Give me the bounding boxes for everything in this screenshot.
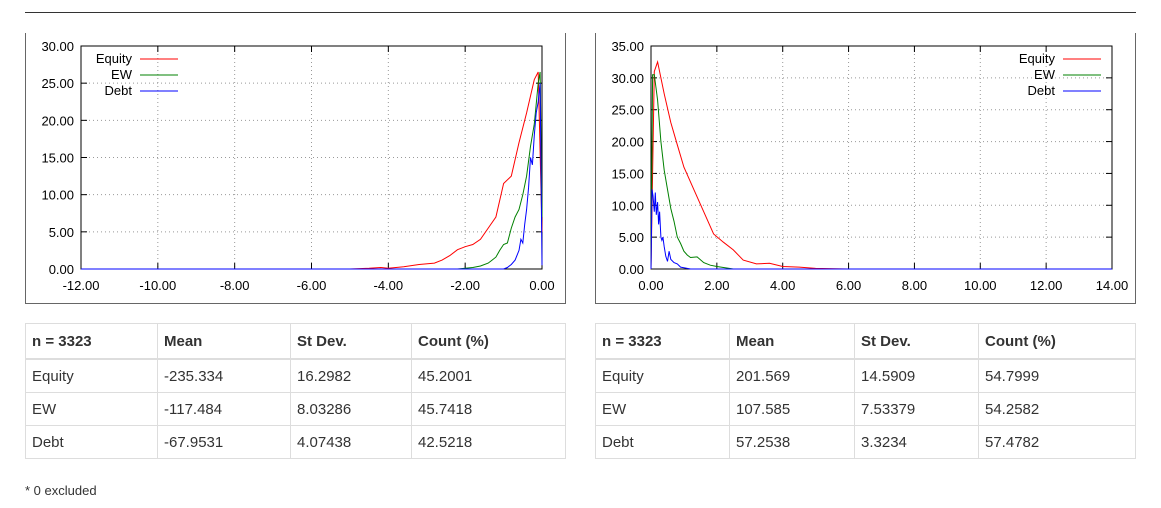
header-stdev: St Dev. [290, 323, 412, 360]
series-line-ew [650, 74, 1112, 270]
y-tick-label: 25.00 [41, 76, 74, 91]
x-tick-label: 8.00 [902, 278, 927, 293]
x-tick-label: -12.00 [63, 278, 100, 293]
y-tick-label: 20.00 [41, 113, 74, 128]
chart-negative-svg: -12.00 -10.00 -8.00 -6.00 -4.00 -2.00 0.00 0.00… [25, 33, 566, 304]
header-count: Count (%) [411, 323, 566, 360]
row-label: EW [25, 392, 158, 426]
row-count: 54.2582 [978, 392, 1136, 426]
x-tick-label: 10.00 [964, 278, 997, 293]
table-header-row: n = 3323 Mean St Dev. Count (%) [25, 323, 566, 360]
row-stdev: 14.5909 [854, 358, 979, 393]
plot-frame [80, 45, 543, 270]
y-tick-label: 30.00 [41, 39, 74, 54]
table-row: Equity -235.334 16.2982 45.2001 [25, 358, 566, 393]
table-row: EW -117.484 8.03286 45.7418 [25, 392, 566, 426]
row-stdev: 3.3234 [854, 425, 979, 459]
y-tick-label: 0.00 [619, 262, 644, 277]
table-header-row: n = 3323 Mean St Dev. Count (%) [595, 323, 1136, 360]
y-tick-label: 15.00 [41, 151, 74, 166]
row-count: 54.7999 [978, 358, 1136, 393]
footnote: * 0 excluded [25, 483, 97, 498]
table-row: Equity 201.569 14.5909 54.7999 [595, 358, 1136, 393]
header-mean: Mean [157, 323, 291, 360]
header-mean: Mean [729, 323, 855, 360]
x-tick-label: 4.00 [770, 278, 795, 293]
y-tick-label: 25.00 [611, 103, 644, 118]
legend-label: Debt [105, 83, 133, 98]
row-label: Debt [595, 425, 730, 459]
header-n: n = 3323 [595, 323, 730, 360]
row-count: 45.2001 [411, 358, 566, 393]
x-tick-label: 0.00 [529, 278, 554, 293]
row-stdev: 16.2982 [290, 358, 412, 393]
series-line-equity [650, 60, 1112, 270]
y-tick-label: 20.00 [611, 135, 644, 150]
header-n: n = 3323 [25, 323, 158, 360]
series-line-debt [81, 83, 543, 270]
x-tick-label: 12.00 [1030, 278, 1063, 293]
row-mean: 57.2538 [729, 425, 855, 459]
x-tick-label: -4.00 [374, 278, 404, 293]
x-tick-label: -6.00 [297, 278, 327, 293]
x-tick-label: -2.00 [450, 278, 480, 293]
row-mean: 107.585 [729, 392, 855, 426]
y-tick-label: 10.00 [41, 188, 74, 203]
row-mean: -235.334 [157, 358, 291, 393]
y-tick-label: 5.00 [49, 225, 74, 240]
series-line-debt [650, 189, 1112, 270]
y-tick-label: 30.00 [611, 71, 644, 86]
chart-positive-returns: 0.00 2.00 4.00 6.00 8.00 10.00 12.00 14.00 0.00 5… [595, 33, 1136, 304]
top-divider [25, 12, 1136, 13]
x-tick-label: 6.00 [836, 278, 861, 293]
chart-negative-returns: -12.00 -10.00 -8.00 -6.00 -4.00 -2.00 0.00 0.00… [25, 33, 566, 304]
table-row: EW 107.585 7.53379 54.2582 [595, 392, 1136, 426]
legend-label: EW [1034, 67, 1056, 82]
table-row: Debt 57.2538 3.3234 57.4782 [595, 425, 1136, 459]
x-tick-label: -8.00 [220, 278, 250, 293]
x-tick-label: 14.00 [1096, 278, 1129, 293]
panel-border [595, 33, 1136, 304]
row-mean: -117.484 [157, 392, 291, 426]
row-mean: 201.569 [729, 358, 855, 393]
series-line-ew [81, 71, 543, 270]
y-tick-label: 10.00 [611, 198, 644, 213]
panel-border [25, 33, 566, 304]
legend-label: Debt [1028, 83, 1056, 98]
x-tick-label: -10.00 [139, 278, 176, 293]
legend-label: Equity [96, 51, 133, 66]
stats-table-negative: n = 3323 Mean St Dev. Count (%) Equity -… [25, 323, 566, 459]
row-mean: -67.9531 [157, 425, 291, 459]
row-stdev: 8.03286 [290, 392, 412, 426]
row-label: Equity [595, 358, 730, 393]
chart-positive-svg: 0.00 2.00 4.00 6.00 8.00 10.00 12.00 14.00 0.00 5… [595, 33, 1136, 304]
row-stdev: 4.07438 [290, 425, 412, 459]
y-tick-label: 5.00 [619, 230, 644, 245]
x-tick-label: 2.00 [704, 278, 729, 293]
x-tick-label: 0.00 [638, 278, 663, 293]
row-count: 42.5218 [411, 425, 566, 459]
stats-table-positive: n = 3323 Mean St Dev. Count (%) Equity 2… [595, 323, 1136, 459]
header-count: Count (%) [978, 323, 1136, 360]
row-count: 45.7418 [411, 392, 566, 426]
row-count: 57.4782 [978, 425, 1136, 459]
y-tick-label: 35.00 [611, 39, 644, 54]
series-line-equity [81, 71, 543, 270]
y-tick-label: 0.00 [49, 262, 74, 277]
header-stdev: St Dev. [854, 323, 979, 360]
row-label: Equity [25, 358, 158, 393]
row-label: EW [595, 392, 730, 426]
row-stdev: 7.53379 [854, 392, 979, 426]
legend-label: Equity [1019, 51, 1056, 66]
y-tick-label: 15.00 [611, 166, 644, 181]
row-label: Debt [25, 425, 158, 459]
table-row: Debt -67.9531 4.07438 42.5218 [25, 425, 566, 459]
legend-label: EW [111, 67, 133, 82]
